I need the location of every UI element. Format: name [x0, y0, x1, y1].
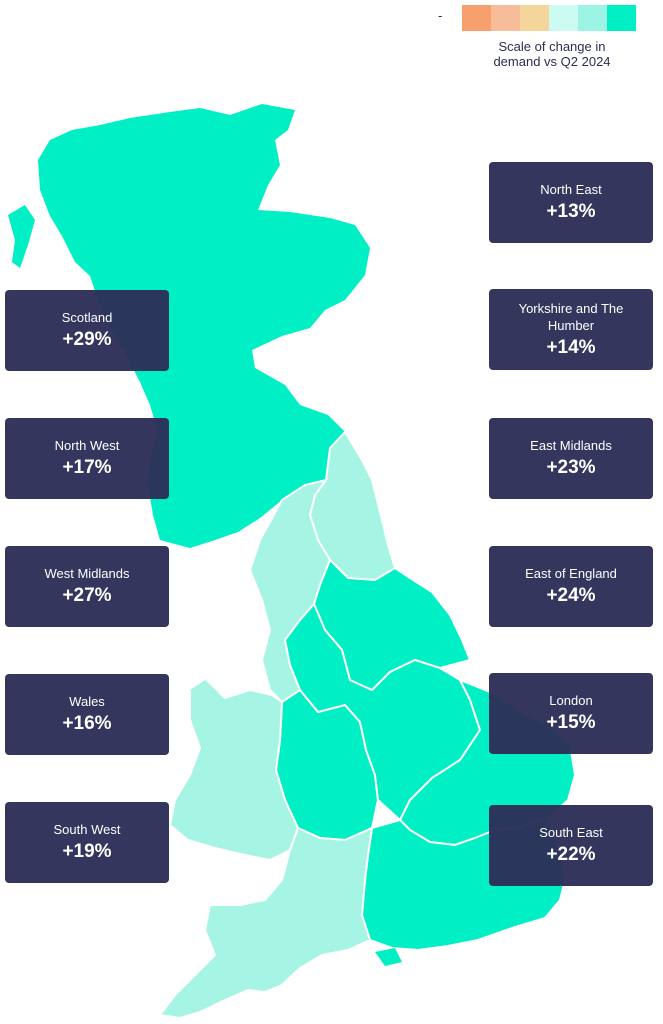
region-change: +14%	[546, 336, 596, 358]
region-card-north-west: North West +17%	[5, 418, 169, 499]
region-name: East of England	[525, 566, 617, 581]
region-change: +23%	[546, 457, 596, 478]
legend-swatch	[549, 5, 578, 31]
region-card-south-east: South East +22%	[489, 805, 653, 886]
region-name: North East	[540, 182, 602, 197]
legend-swatch	[578, 5, 607, 31]
legend-swatch	[607, 5, 636, 31]
region-card-london: London +15%	[489, 673, 653, 754]
region-name: Yorkshire and The Humber	[518, 300, 624, 333]
legend-swatch	[462, 5, 491, 31]
region-name: North West	[54, 438, 120, 453]
map-island-skye	[72, 205, 110, 250]
map-island-wight	[375, 948, 402, 966]
map-island-anglesey	[190, 680, 218, 702]
legend-caption: Scale of change in demand vs Q2 2024	[436, 39, 663, 69]
region-name: West Midlands	[44, 566, 130, 581]
map-island-west	[8, 205, 35, 268]
region-change: +29%	[62, 329, 112, 350]
region-card-west-midlands: West Midlands +27%	[5, 546, 169, 627]
legend-caption-line2: demand vs Q2 2024	[493, 54, 611, 69]
region-name: Scotland	[61, 310, 113, 325]
map-region-scotland	[38, 104, 370, 548]
region-name: East Midlands	[530, 438, 612, 453]
region-card-south-west: South West +19%	[5, 802, 169, 883]
region-change: +27%	[62, 585, 112, 606]
region-change: +22%	[546, 844, 596, 865]
region-card-east-midlands: East Midlands +23%	[489, 418, 653, 499]
legend-caption-line1: Scale of change in	[498, 39, 606, 54]
legend-swatch	[520, 5, 549, 31]
legend-color-scale	[462, 5, 636, 31]
map-region-south-west	[158, 826, 374, 1020]
region-card-east-of-england: East of England +24%	[489, 546, 653, 627]
region-change: +17%	[62, 457, 112, 478]
region-name: South East	[539, 825, 603, 840]
region-card-north-east: North East +13%	[489, 162, 653, 243]
region-card-wales: Wales +16%	[5, 674, 169, 755]
region-change: +19%	[62, 841, 112, 862]
legend-swatch	[491, 5, 520, 31]
region-name: Wales	[69, 694, 105, 709]
region-change: +13%	[546, 201, 596, 222]
region-card-yorkshire: Yorkshire and The Humber +14%	[489, 289, 653, 370]
legend-minus-label: -	[438, 8, 443, 23]
region-name: South West	[53, 822, 121, 837]
region-card-scotland: Scotland +29%	[5, 290, 169, 371]
region-change: +16%	[62, 713, 112, 734]
region-name: London	[549, 693, 593, 708]
region-change: +15%	[546, 712, 596, 733]
region-change: +24%	[546, 585, 596, 606]
legend: - + Scale of change in demand vs Q2 2024	[436, 2, 663, 72]
